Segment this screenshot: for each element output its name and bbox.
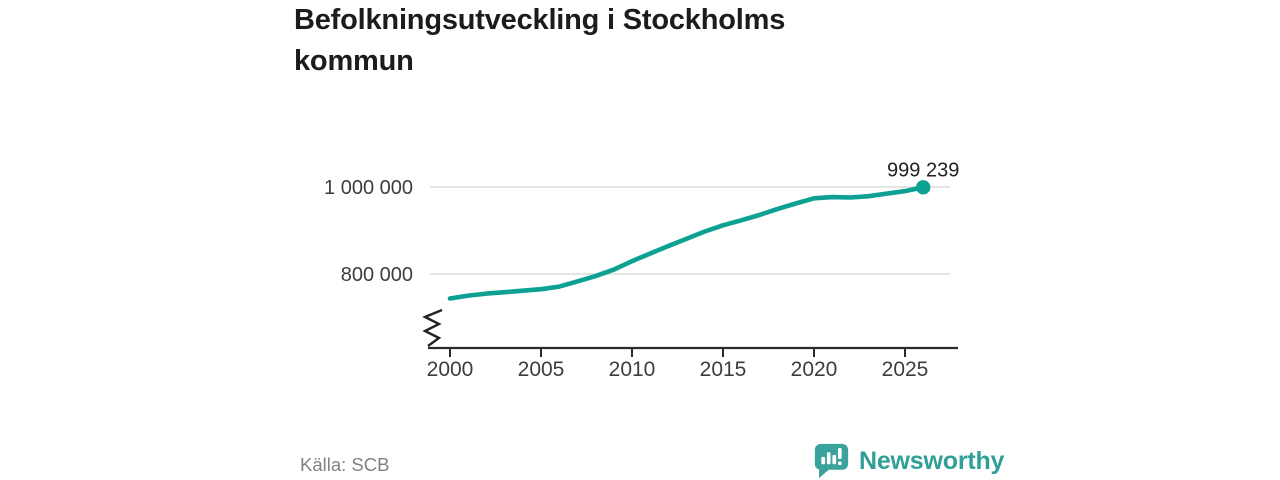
chart-title: Befolkningsutveckling i Stockholms kommu…	[294, 4, 786, 78]
newsworthy-brand: Newsworthy	[813, 442, 1004, 480]
y-axis-tick-label: 1 000 000	[324, 177, 413, 199]
x-axis-tick-labels: 2000 2005 2010 2015 2020 2025	[427, 358, 929, 381]
x-axis-tick-label: 2020	[791, 358, 838, 381]
newsworthy-logo-icon	[813, 442, 850, 480]
x-axis-tick-label: 2010	[609, 358, 656, 381]
population-line-series	[447, 184, 926, 301]
population-chart: 1 000 000 800 000 2000 2005 2010 2015 2020 202…	[324, 159, 959, 381]
x-axis-tick-label: 2005	[518, 358, 565, 381]
x-axis-tick-label: 2025	[882, 358, 929, 381]
x-axis-tick-label: 2015	[700, 358, 747, 381]
y-axis-tick-labels: 1 000 000 800 000	[324, 177, 413, 286]
y-gridlines	[430, 186, 950, 275]
newsworthy-wordmark: Newsworthy	[859, 446, 1005, 475]
source-note: Källa: SCB	[300, 454, 390, 475]
last-point-value-label: 999 239	[887, 159, 959, 181]
last-point-marker	[916, 180, 931, 195]
y-axis-tick-label: 800 000	[341, 264, 413, 286]
x-axis-ticks	[449, 348, 906, 357]
x-axis-tick-label: 2000	[427, 358, 474, 381]
axis-break-icon	[422, 308, 443, 347]
